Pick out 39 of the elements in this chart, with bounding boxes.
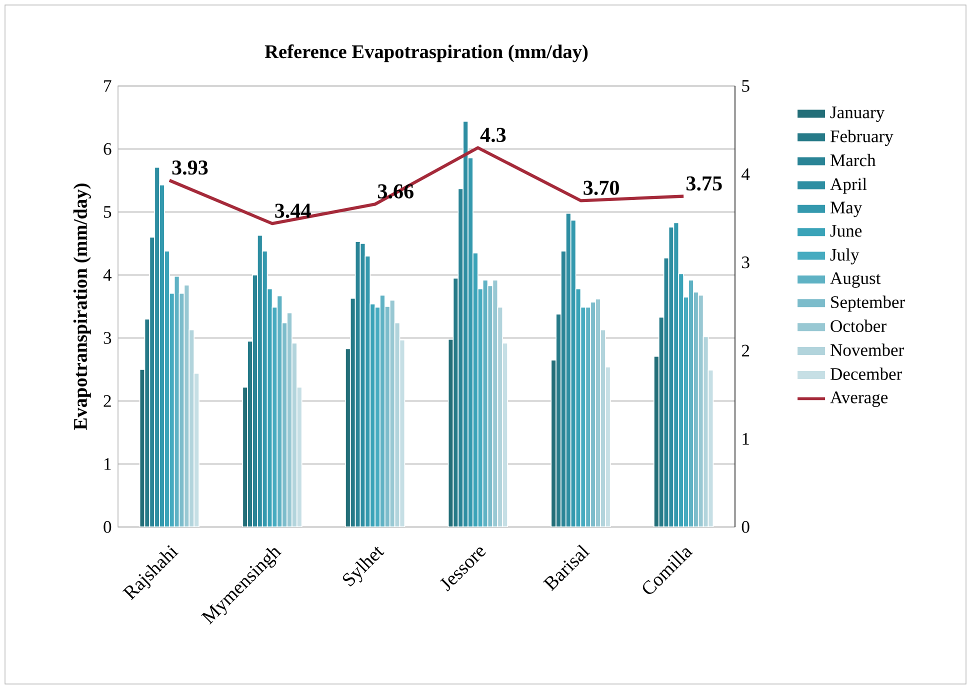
y-tick-label: 4 — [103, 269, 112, 281]
bar — [487, 285, 494, 527]
legend-label: September — [831, 296, 905, 312]
bar — [399, 339, 406, 527]
bar — [708, 370, 714, 527]
chart-title: Reference Evapotraspiration (mm/day) — [264, 44, 588, 62]
bar — [178, 292, 185, 527]
line-series — [168, 146, 686, 226]
y-tick-label: 2 — [104, 395, 111, 407]
y-axis-title: Evapotranspiration (mm/day) — [73, 184, 91, 430]
data-label: 3.75 — [686, 176, 722, 191]
y-tick-label: 0 — [104, 521, 112, 533]
legend-label: Average — [830, 392, 888, 407]
y2-tick-label: 1 — [742, 432, 749, 445]
y-tick-label: 6 — [104, 143, 112, 155]
legend-label: May — [830, 202, 862, 218]
data-label: 4.3 — [480, 128, 506, 142]
data-label: 3.70 — [584, 180, 619, 196]
legend-label: July — [830, 248, 860, 264]
legend-label: August — [830, 272, 881, 288]
legend-label: January — [830, 106, 885, 122]
y-tick-label: 3 — [104, 332, 112, 344]
y2-tick-label: 0 — [742, 521, 750, 533]
y-tick-label: 7 — [104, 80, 112, 92]
legend-label: December — [830, 368, 902, 380]
y-tick-label: 1 — [104, 458, 111, 470]
legend-label: March — [830, 154, 876, 166]
legend-label: June — [830, 225, 862, 237]
y2-tick-label: 4 — [742, 168, 750, 180]
y2-tick-label: 3 — [742, 256, 750, 268]
legend-label: October — [830, 320, 886, 332]
data-label: 3.44 — [275, 204, 311, 218]
legend-label: November — [830, 344, 904, 356]
y-tick-label: 5 — [104, 206, 112, 218]
data-label: 3.93 — [172, 160, 208, 175]
legend-label: February — [830, 130, 894, 146]
y2-tick-label: 5 — [742, 80, 750, 92]
y2-tick-label: 2 — [742, 344, 750, 356]
legend-label: April — [830, 178, 867, 194]
